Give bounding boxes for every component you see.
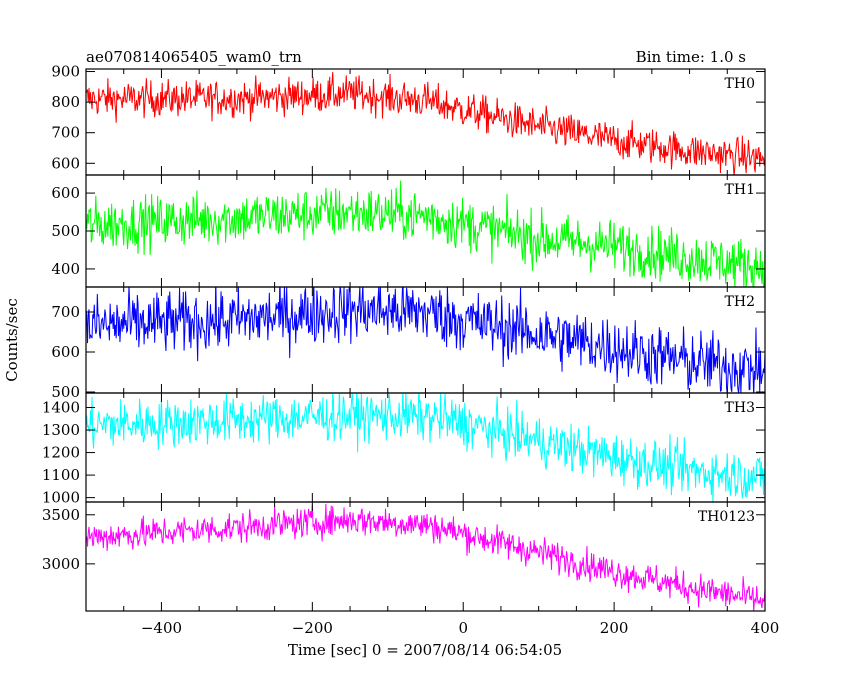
y-tick-label: 900 xyxy=(51,63,80,81)
y-tick-label: 3500 xyxy=(42,506,80,524)
bin-time-label: Bin time: 1.0 s xyxy=(636,48,746,66)
panel-label: TH3 xyxy=(725,400,755,416)
panel-label: TH2 xyxy=(725,294,755,310)
y-tick-label: 700 xyxy=(51,124,80,142)
series-th3 xyxy=(86,393,765,502)
panels: 600 700 800 900 TH0 400 500 600 TH1 500 600 700 TH2 1… xyxy=(42,63,766,612)
panel-frame xyxy=(85,286,766,394)
series-th2 xyxy=(86,287,765,393)
y-tick-label: 800 xyxy=(51,93,80,111)
x-tick-label: −200 xyxy=(292,619,333,637)
x-axis-title: Time [sec] 0 = 2007/08/14 06:54:05 xyxy=(288,641,562,659)
y-tick-label: 700 xyxy=(51,303,80,321)
series-th0 xyxy=(86,72,765,175)
chart-title: ae070814065405_wam0_trn xyxy=(86,48,302,66)
y-tick-label: 500 xyxy=(51,222,80,240)
y-tick-label: 1000 xyxy=(42,489,80,507)
panel-th2: 500 600 700 TH2 xyxy=(51,286,766,401)
y-tick-label: 1200 xyxy=(42,444,80,462)
x-tick-label: 0 xyxy=(458,619,468,637)
panel-label: TH0 xyxy=(725,76,755,92)
series-th0123 xyxy=(86,503,765,611)
panel-th0123: 3000 3500 TH0123 xyxy=(42,501,766,612)
panel-th0: 600 700 800 900 TH0 xyxy=(51,63,766,176)
panel-th3: 1000 1100 1200 1300 1400 TH3 xyxy=(42,392,766,507)
x-tick-label: −400 xyxy=(141,619,182,637)
panel-label: TH1 xyxy=(725,182,755,198)
y-tick-label: 1300 xyxy=(42,421,80,439)
x-tick-label: 400 xyxy=(751,619,780,637)
x-axis: −400 −200 0 200 400 xyxy=(141,619,779,637)
y-axis-title: Counts/sec xyxy=(3,298,21,382)
y-tick-label: 3000 xyxy=(42,555,80,573)
panel-frame xyxy=(85,174,766,288)
y-tick-label: 600 xyxy=(51,184,80,202)
panel-frame xyxy=(85,68,766,176)
y-tick-label: 1400 xyxy=(42,399,80,417)
panel-label: TH0123 xyxy=(698,509,755,525)
y-tick-label: 400 xyxy=(51,260,80,278)
y-tick-label: 1100 xyxy=(42,466,80,484)
panel-th1: 400 500 600 TH1 xyxy=(51,174,766,288)
x-tick-label: 200 xyxy=(600,619,629,637)
y-tick-label: 500 xyxy=(51,383,80,401)
series-th1 xyxy=(86,180,765,287)
y-tick-label: 600 xyxy=(51,343,80,361)
y-tick-label: 600 xyxy=(51,154,80,172)
